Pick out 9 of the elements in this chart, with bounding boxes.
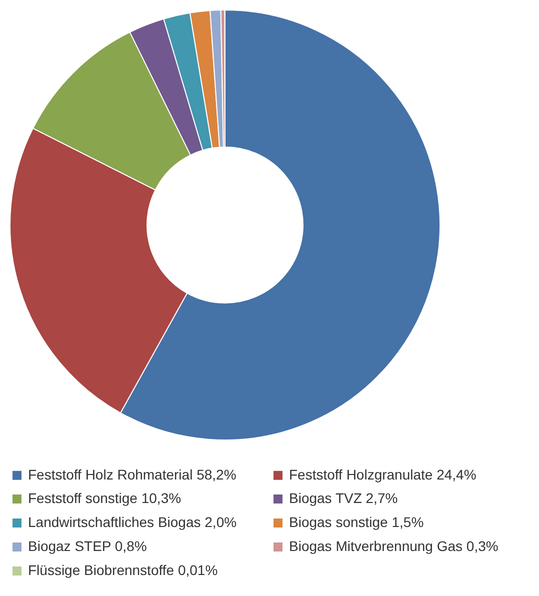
legend-label: Biogaz STEP 0,8%	[28, 538, 147, 554]
legend-label: Feststoff Holz Rohmaterial 58,2%	[28, 466, 236, 482]
legend-label: Biogas TVZ 2,7%	[289, 490, 398, 506]
legend-label: Flüssige Biobrennstoffe 0,01%	[28, 562, 218, 578]
legend-label: Biogas Mitverbrennung Gas 0,3%	[289, 538, 498, 554]
legend-label: Biogas sonstige 1,5%	[289, 514, 424, 530]
legend-label: Landwirtschaftliches Biogas 2,0%	[28, 514, 237, 530]
legend-label: Feststoff sonstige 10,3%	[28, 490, 182, 506]
legend-label: Feststoff Holzgranulate 24,4%	[289, 466, 476, 482]
